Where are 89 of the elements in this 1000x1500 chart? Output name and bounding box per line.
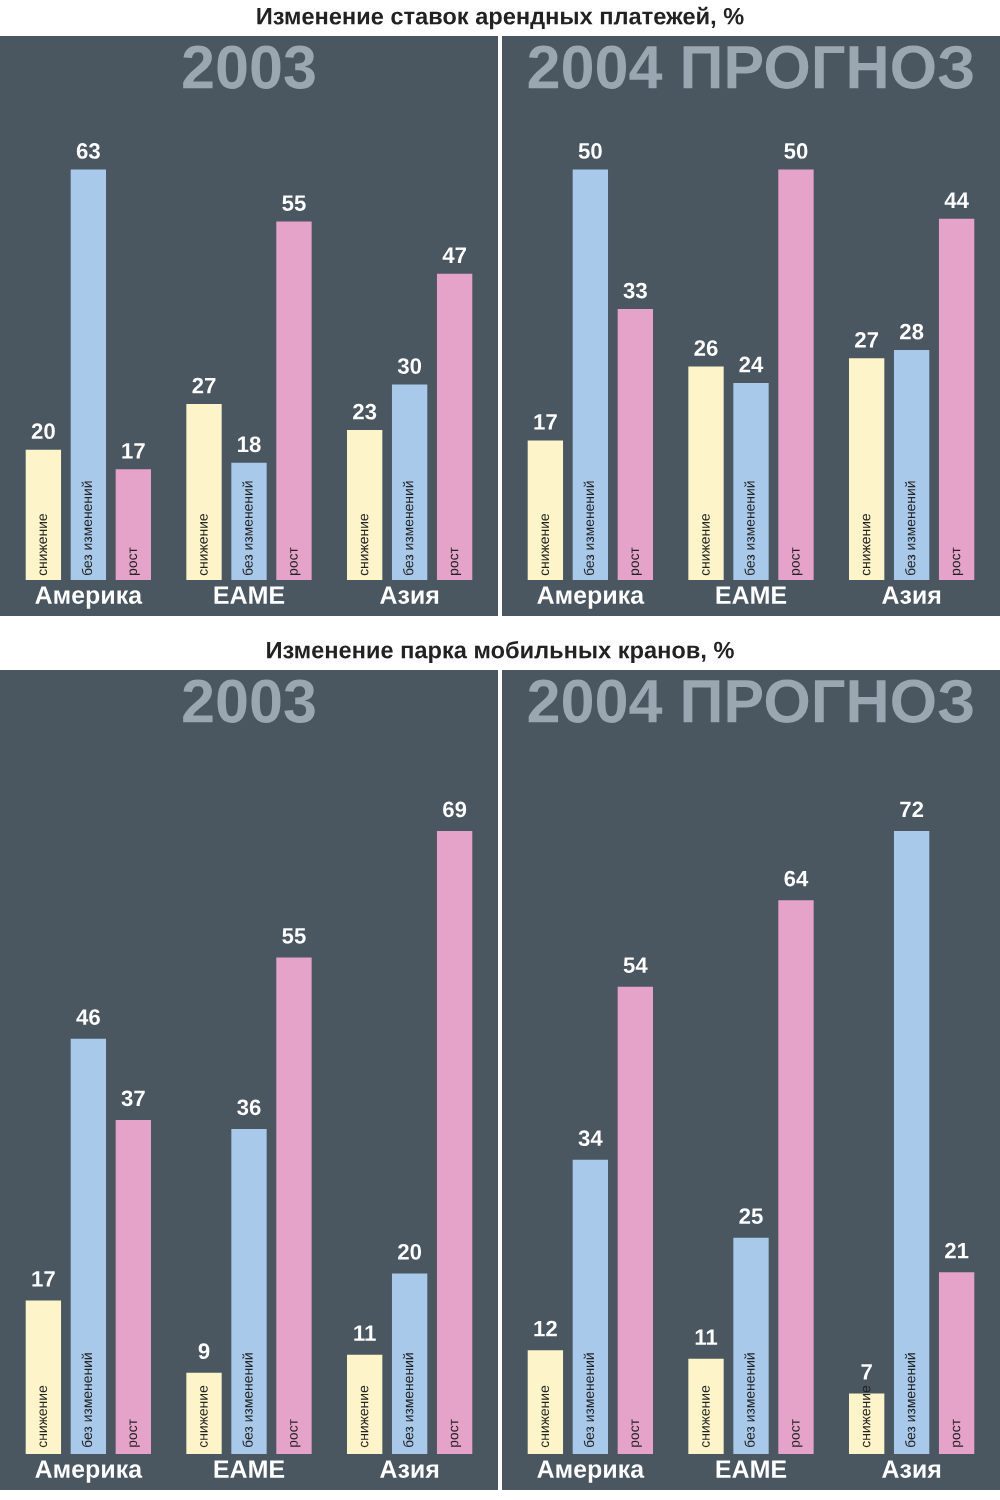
data-label: 21 <box>945 1242 969 1259</box>
bar <box>572 169 609 580</box>
data-label: 18 <box>238 436 261 453</box>
bar <box>70 1038 107 1454</box>
chart-subtitle: 2003 <box>183 679 315 723</box>
x-tick-label: EAME <box>214 1460 285 1478</box>
chart-title: Изменение парка мобильных кранов, % <box>267 640 734 664</box>
bar <box>346 430 383 580</box>
chart-subtitle: 2004 ПРОГНОЗ <box>528 679 973 723</box>
bar <box>527 1350 564 1454</box>
data-label: 11 <box>695 1329 718 1345</box>
data-label: 55 <box>282 928 306 944</box>
data-label: 30 <box>397 358 422 374</box>
data-label: 23 <box>353 403 377 420</box>
data-label: 17 <box>534 414 557 430</box>
data-label: 72 <box>900 801 924 818</box>
x-tick-label: Америка <box>537 1460 645 1483</box>
bar <box>186 404 222 580</box>
data-label: 27 <box>855 331 879 348</box>
data-label: 17 <box>32 1271 55 1287</box>
bar <box>115 1119 152 1454</box>
bar <box>186 1372 222 1454</box>
data-label: 20 <box>31 423 55 440</box>
data-label: 12 <box>534 1320 557 1337</box>
bar <box>70 169 107 580</box>
data-label: 46 <box>76 1009 100 1025</box>
bar <box>276 957 312 1454</box>
bar <box>527 440 564 580</box>
x-tick-label: EAME <box>716 1460 787 1478</box>
data-label: 44 <box>944 192 969 208</box>
bar <box>572 1159 609 1454</box>
bar <box>848 358 885 580</box>
data-label: 54 <box>623 957 648 974</box>
bar <box>231 462 267 580</box>
data-label: 64 <box>784 870 809 887</box>
data-label: 50 <box>578 143 602 159</box>
data-label: 24 <box>739 356 764 373</box>
x-tick-label: Америка <box>35 1460 143 1483</box>
x-tick-label: Азия <box>380 1460 439 1478</box>
data-label: 34 <box>578 1130 603 1147</box>
bar <box>231 1128 267 1454</box>
x-tick-label: EAME <box>716 586 787 604</box>
bar <box>688 366 724 580</box>
bar <box>733 1237 769 1454</box>
data-label: 7 <box>861 1364 872 1380</box>
bar <box>778 169 814 580</box>
x-tick-label: Азия <box>380 586 439 604</box>
data-label: 17 <box>122 443 145 459</box>
x-tick-label: EAME <box>214 586 285 604</box>
bar <box>617 986 654 1454</box>
data-label: 36 <box>237 1099 261 1116</box>
data-label: 27 <box>192 377 216 394</box>
chart-title: Изменение ставок арендных платежей, % <box>257 6 744 30</box>
bar <box>436 830 473 1454</box>
data-label: 9 <box>198 1343 210 1359</box>
x-tick-label: Америка <box>35 586 143 609</box>
x-tick-label: Азия <box>882 1460 941 1478</box>
bar <box>938 1272 975 1454</box>
data-label: 37 <box>121 1090 145 1107</box>
bar <box>391 384 428 580</box>
bar <box>276 221 312 580</box>
bar <box>688 1358 724 1454</box>
chart-subtitle: 2004 ПРОГНОЗ <box>528 45 973 89</box>
bar <box>25 1300 62 1454</box>
data-label: 20 <box>398 1243 422 1260</box>
data-label: 25 <box>739 1208 763 1224</box>
data-label: 69 <box>443 801 467 818</box>
bar <box>938 218 975 580</box>
x-tick-label: Азия <box>882 586 941 604</box>
bar <box>115 469 152 580</box>
bar <box>436 273 473 580</box>
bar <box>391 1273 428 1454</box>
data-label: 63 <box>76 143 100 159</box>
data-label: 11 <box>354 1325 376 1341</box>
bar <box>617 308 654 580</box>
data-label: 28 <box>900 323 924 340</box>
data-label: 26 <box>694 340 718 356</box>
bar <box>25 449 62 580</box>
data-label: 33 <box>623 282 647 299</box>
bar <box>778 900 814 1454</box>
data-label: 50 <box>784 143 808 159</box>
chart-subtitle: 2003 <box>183 45 315 89</box>
bar <box>733 382 769 580</box>
bar <box>893 830 930 1454</box>
data-label: 55 <box>282 195 306 211</box>
data-label: 47 <box>442 247 467 263</box>
bar <box>893 350 930 580</box>
bar <box>346 1354 383 1454</box>
x-tick-label: Америка <box>537 586 645 609</box>
